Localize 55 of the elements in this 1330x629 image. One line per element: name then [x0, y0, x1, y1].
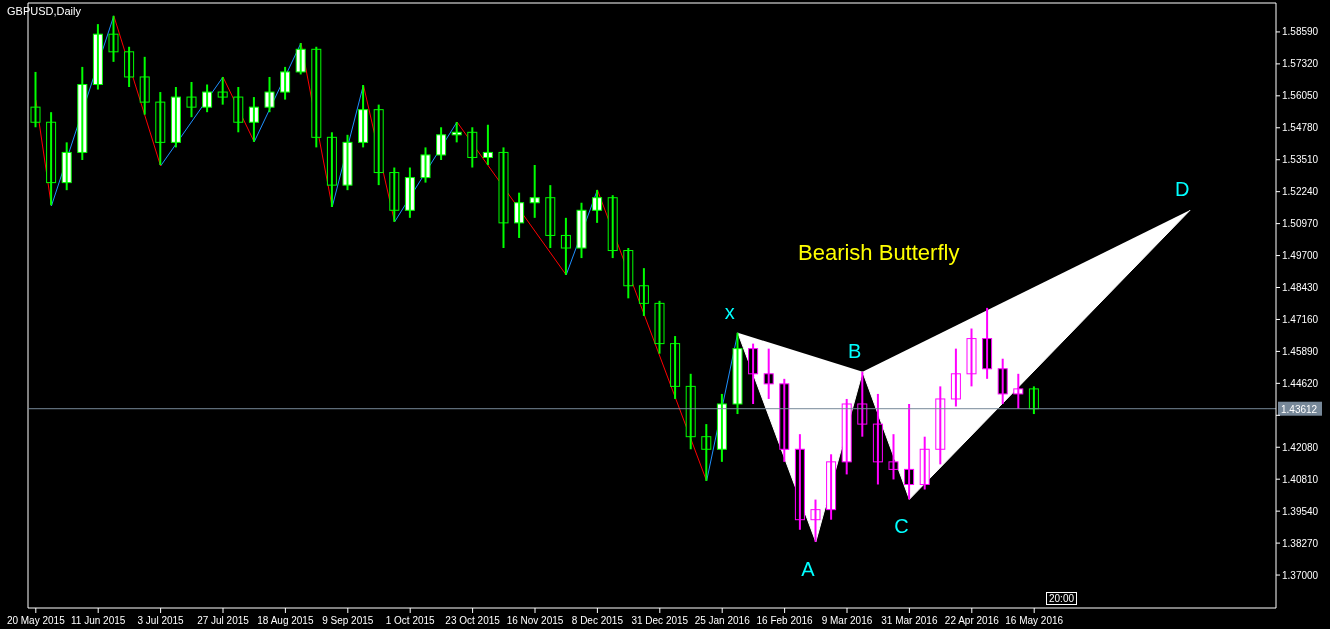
chart-title: GBPUSD,Daily [7, 5, 81, 17]
y-tick-label: 1.37000 [1282, 569, 1319, 581]
x-tick-label: 18 Aug 2015 [257, 615, 314, 626]
x-tick-label: 27 Jul 2015 [197, 615, 250, 626]
x-tick-label: 9 Sep 2015 [322, 615, 374, 626]
x-tick-label: 31 Mar 2016 [881, 615, 938, 626]
y-tick-label: 1.53510 [1282, 154, 1319, 166]
y-tick-label: 1.52240 [1282, 186, 1319, 198]
x-tick-label: 25 Jan 2016 [694, 615, 751, 626]
x-tick-label: 20 May 2015 [6, 615, 66, 626]
candlestick [342, 133, 353, 192]
x-tick-label: 8 Dec 2015 [571, 615, 624, 626]
x-tick-label: 11 Jun 2015 [71, 615, 126, 626]
y-tick-label: 1.39540 [1282, 505, 1319, 517]
x-tick-label: 1 Oct 2015 [385, 615, 436, 626]
y-tick-label: 1.47160 [1282, 314, 1319, 326]
candlestick [30, 70, 41, 129]
candlestick [576, 201, 587, 260]
annotation: 20:00 [1046, 592, 1078, 605]
x-tick-label: 31 Dec 2015 [631, 615, 689, 626]
candlestick [217, 75, 228, 106]
annotation: Bearish Butterfly [798, 240, 960, 266]
x-tick-label: 3 Jul 2015 [137, 615, 185, 626]
y-tick-label: 1.49700 [1282, 250, 1319, 262]
data-label: x [724, 300, 735, 323]
x-tick-label: 16 Nov 2015 [506, 615, 564, 626]
data-label: D [1174, 178, 1190, 201]
y-tick-label: 1.50970 [1282, 218, 1319, 230]
y-tick-label: 1.57320 [1282, 58, 1319, 70]
candlestick [654, 299, 665, 355]
candlestick [498, 146, 509, 250]
data-label: C [894, 515, 909, 538]
data-label: B [847, 339, 862, 362]
candlestick [264, 75, 275, 114]
y-tick-label: 1.48430 [1282, 282, 1319, 294]
candlestick [186, 80, 197, 119]
candlestick [1013, 372, 1024, 411]
y-tick-label: 1.56050 [1282, 90, 1319, 102]
y-tick-label: 1.45890 [1282, 345, 1319, 357]
x-tick-label: 16 Feb 2016 [756, 615, 814, 626]
y-tick-label: 1.42080 [1282, 441, 1319, 453]
x-tick-label: 16 May 2016 [1005, 615, 1064, 626]
candlestick [888, 433, 899, 481]
y-tick-label: 1.44620 [1282, 377, 1319, 389]
y-tick-label: 1.58590 [1282, 26, 1319, 38]
y-tick-label: 1.40810 [1282, 473, 1319, 485]
candlestick [966, 327, 977, 388]
y-tick-label: 1.38270 [1282, 537, 1319, 549]
x-tick-label: 9 Mar 2016 [821, 615, 873, 626]
candlestick [420, 146, 431, 184]
x-tick-label: 22 Apr 2016 [944, 615, 1000, 626]
x-tick-label: 23 Oct 2015 [445, 615, 501, 626]
ref-line-label: 1.43612 [1281, 403, 1318, 415]
y-tick-label: 1.54780 [1282, 122, 1319, 134]
data-label: A [801, 557, 816, 580]
